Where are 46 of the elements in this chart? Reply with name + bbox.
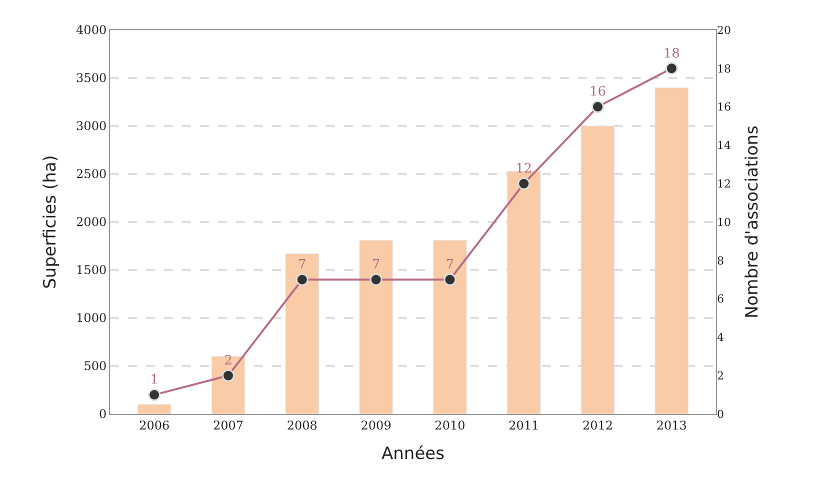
data-label: 18 — [663, 46, 680, 62]
x-axis-title: Années — [382, 444, 445, 464]
y2-tick-label: 14 — [717, 139, 731, 152]
y-tick-label: 500 — [84, 359, 107, 374]
bar — [506, 170, 541, 414]
y2-tick-label: 18 — [717, 62, 731, 76]
y2-tick-label: 12 — [717, 177, 731, 190]
bar — [359, 240, 393, 414]
x-tick-label: 2007 — [212, 418, 244, 432]
data-label: 16 — [589, 84, 606, 100]
bar — [285, 253, 320, 414]
x-tick-label: 2008 — [286, 418, 318, 432]
x-tick-label: 2010 — [434, 418, 466, 432]
data-label: 1 — [150, 372, 158, 388]
x-tick-label: 2006 — [139, 418, 170, 432]
bar — [211, 356, 246, 414]
bar — [580, 126, 615, 414]
y-tick-label: 3000 — [76, 119, 107, 134]
bar — [433, 240, 467, 414]
x-tick-label: 2009 — [360, 418, 392, 432]
data-label: 2 — [224, 353, 232, 368]
y-tick-label: 2000 — [76, 215, 107, 230]
x-tick-label: 2011 — [508, 418, 540, 432]
bar — [137, 404, 172, 414]
y2-tick-label: 16 — [717, 100, 731, 114]
y2-tick-label: 6 — [717, 292, 724, 306]
y2-tick-label: 4 — [717, 331, 724, 344]
y-tick-label: 4000 — [76, 23, 107, 38]
y-tick-label: 3500 — [76, 71, 107, 86]
y2-tick-label: 2 — [717, 369, 724, 382]
data-label: 7 — [298, 257, 306, 272]
y2-tick-label: 20 — [717, 24, 731, 37]
y-tick-label: 2500 — [76, 167, 107, 182]
y2-tick-label: 8 — [717, 254, 724, 268]
data-label: 7 — [372, 257, 380, 272]
y-axis-title: Superficies (ha) — [40, 155, 61, 289]
x-tick-label: 2013 — [656, 418, 687, 432]
y2-axis-title: Nombre d'associations — [742, 125, 762, 318]
y-tick-label: 0 — [98, 407, 107, 422]
bar — [654, 87, 689, 414]
data-label: 7 — [446, 257, 454, 272]
y2-tick-label: 0 — [717, 408, 724, 421]
y-tick-label: 1500 — [76, 263, 107, 278]
y2-tick-label: 10 — [717, 216, 731, 229]
x-tick-label: 2012 — [582, 418, 614, 432]
y-tick-label: 1000 — [76, 311, 107, 326]
